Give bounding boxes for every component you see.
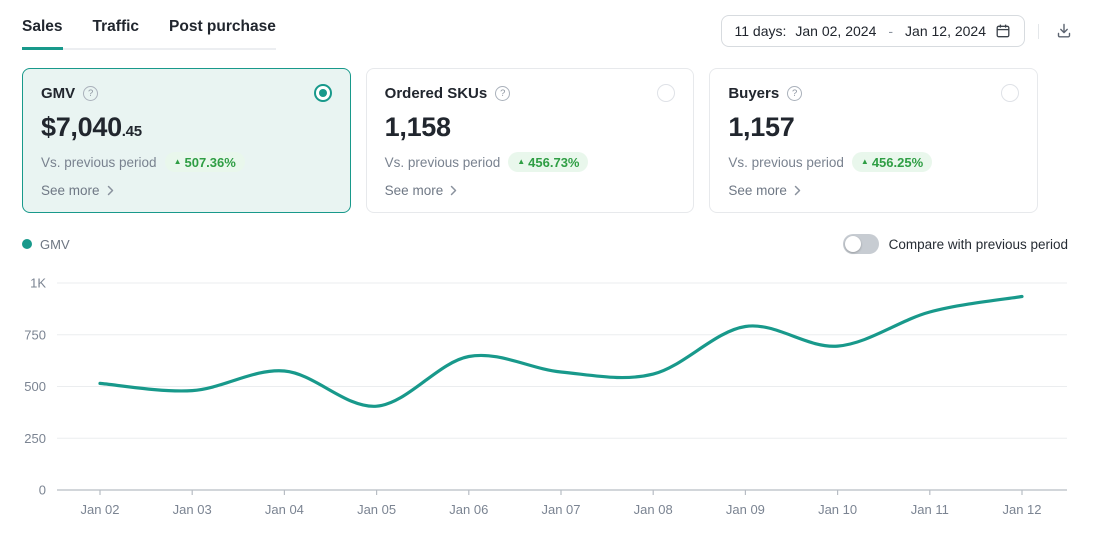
see-more-link[interactable]: See more — [385, 183, 676, 198]
tab-post-purchase[interactable]: Post purchase — [169, 18, 276, 35]
svg-text:0: 0 — [39, 483, 46, 498]
tab-bar: Sales Traffic Post purchase — [22, 12, 276, 50]
vs-previous-label: Vs. previous period — [728, 154, 844, 170]
vs-previous-label: Vs. previous period — [41, 154, 157, 170]
download-button[interactable] — [1052, 19, 1076, 43]
metric-value: 1,158 — [384, 112, 451, 142]
date-range-separator: - — [888, 23, 894, 39]
svg-text:500: 500 — [24, 379, 46, 394]
svg-text:Jan 02: Jan 02 — [80, 502, 119, 517]
header-controls: 11 days: Jan 02, 2024 - Jan 12, 2024 — [720, 15, 1077, 47]
buyers-radio[interactable] — [1001, 84, 1020, 102]
header: Sales Traffic Post purchase 11 days: Jan… — [22, 12, 1076, 50]
svg-text:Jan 08: Jan 08 — [634, 502, 673, 517]
card-title: Buyers — [728, 84, 780, 102]
divider — [1038, 23, 1039, 39]
help-icon[interactable]: ? — [787, 85, 803, 101]
see-more-link[interactable]: See more — [728, 183, 1019, 198]
svg-text:Jan 05: Jan 05 — [357, 502, 396, 517]
svg-text:Jan 04: Jan 04 — [265, 502, 304, 517]
metric-cards: GMV ? $7,040.45 Vs. previous period ▲ 507… — [22, 68, 1039, 213]
help-icon[interactable]: ? — [83, 85, 99, 101]
change-badge: ▲ 456.25% — [851, 152, 933, 172]
vs-previous-label: Vs. previous period — [384, 154, 501, 170]
help-icon[interactable]: ? — [495, 85, 511, 101]
chevron-right-icon — [449, 185, 458, 196]
date-range-start: Jan 02, 2024 — [795, 23, 877, 39]
buyers-card[interactable]: Buyers ? 1,157 Vs. previous period ▲ 456.… — [709, 68, 1039, 213]
compare-toggle-label: Compare with previous period — [888, 236, 1068, 252]
date-range-end: Jan 12, 2024 — [905, 23, 986, 39]
toggle-knob-icon — [844, 236, 861, 252]
chevron-right-icon — [106, 185, 115, 196]
svg-text:Jan 07: Jan 07 — [541, 502, 580, 517]
see-more-link[interactable]: See more — [41, 183, 332, 198]
change-badge: ▲ 507.36% — [164, 152, 245, 172]
arrow-up-icon: ▲ — [517, 157, 526, 166]
gmv-card[interactable]: GMV ? $7,040.45 Vs. previous period ▲ 507… — [22, 68, 351, 213]
svg-text:Jan 03: Jan 03 — [173, 502, 212, 517]
metric-value: 1,157 — [728, 112, 795, 142]
legend-dot-icon — [22, 239, 32, 249]
chart-canvas: 0 250 500 750 1K Jan 02 Jan 03 Jan 04 Jan 05 Jan … — [24, 276, 1067, 517]
gmv-radio[interactable] — [313, 84, 332, 102]
chevron-right-icon — [793, 185, 802, 196]
ordered-skus-radio[interactable] — [657, 84, 676, 102]
svg-text:1K: 1K — [30, 276, 46, 291]
compare-toggle[interactable] — [842, 234, 879, 254]
date-range-days: 11 days: — [734, 23, 787, 39]
svg-text:Jan 09: Jan 09 — [726, 502, 765, 517]
tab-sales[interactable]: Sales — [22, 12, 63, 50]
chart-controls-row: GMV Compare with previous period — [22, 234, 1068, 254]
card-title: Ordered SKUs — [384, 84, 488, 102]
svg-text:750: 750 — [24, 327, 46, 342]
legend-gmv: GMV — [22, 237, 70, 252]
arrow-up-icon: ▲ — [173, 157, 182, 166]
metric-value: $7,040.45 — [41, 112, 142, 142]
legend-label: GMV — [40, 236, 70, 252]
ordered-skus-card[interactable]: Ordered SKUs ? 1,158 Vs. previous period… — [365, 68, 695, 213]
tab-traffic[interactable]: Traffic — [92, 18, 140, 35]
download-icon — [1055, 22, 1073, 40]
svg-text:250: 250 — [24, 431, 46, 446]
svg-text:Jan 12: Jan 12 — [1002, 502, 1041, 517]
card-title: GMV — [41, 84, 76, 102]
gmv-line-chart: 0 250 500 750 1K Jan 02 Jan 03 Jan 04 Jan 05 Jan … — [0, 262, 1100, 542]
svg-text:Jan 06: Jan 06 — [449, 502, 488, 517]
svg-text:Jan 11: Jan 11 — [911, 502, 949, 517]
date-range-picker[interactable]: 11 days: Jan 02, 2024 - Jan 12, 2024 — [720, 15, 1025, 47]
change-badge: ▲ 456.73% — [508, 152, 589, 172]
calendar-icon — [995, 23, 1011, 39]
svg-text:Jan 10: Jan 10 — [818, 502, 857, 517]
arrow-up-icon: ▲ — [860, 157, 869, 166]
